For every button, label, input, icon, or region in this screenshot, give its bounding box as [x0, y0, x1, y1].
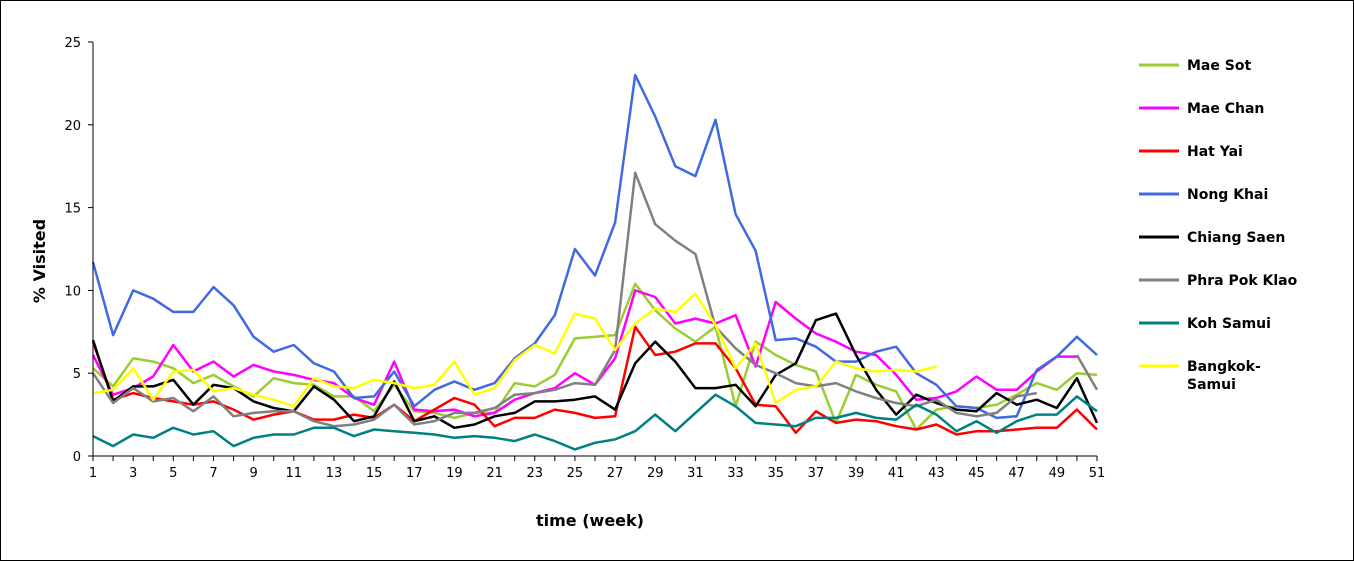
y-tick-label: 10	[64, 284, 81, 299]
x-tick-label: 21	[486, 466, 503, 481]
series-line-6	[91, 171, 1099, 428]
x-tick-label: 25	[567, 466, 584, 481]
x-tick-label: 39	[848, 466, 865, 481]
x-tick-label: 23	[526, 466, 543, 481]
x-tick-label: 35	[767, 466, 784, 481]
y-tick-label: 0	[73, 450, 81, 465]
x-tick-label: 17	[406, 466, 423, 481]
x-tick-label: 27	[607, 466, 624, 481]
series-line-8	[92, 292, 937, 408]
legend-label-6: Phra Pok Klao	[1187, 273, 1298, 289]
x-tick-label: 5	[169, 466, 177, 481]
x-axis-label: time (week)	[536, 511, 644, 530]
x-tick-label: 29	[647, 466, 664, 481]
x-tick-label: 9	[249, 466, 257, 481]
x-tick-label: 43	[928, 466, 945, 481]
plot-area	[91, 73, 1099, 451]
legend-label-8: Bangkok-Samui	[1187, 359, 1261, 393]
y-tick-label: 20	[64, 119, 81, 134]
legend-label-7: Koh Samui	[1187, 316, 1271, 332]
x-tick-label: 37	[808, 466, 825, 481]
series-line-2	[91, 289, 1077, 418]
x-tick-label: 45	[968, 466, 985, 481]
y-tick-label: 5	[73, 367, 81, 382]
x-tick-label: 47	[1008, 466, 1025, 481]
legend: Mae Sot Mae Chan Hat Yai Nong Khai Chiang Sa…	[1139, 58, 1298, 393]
series-line-4	[91, 73, 1098, 420]
y-axis-label: % Visited	[30, 219, 49, 303]
legend-label-2: Mae Chan	[1187, 101, 1264, 117]
x-tick-label: 11	[286, 466, 303, 481]
x-tick-label: 41	[888, 466, 905, 481]
x-tick-label: 31	[687, 466, 704, 481]
series-line-5	[91, 312, 1099, 430]
legend-label-5: Chiang Saen	[1187, 230, 1285, 246]
x-tick-label: 33	[727, 466, 744, 481]
series-line-1	[92, 282, 1098, 431]
y-tick-label: 15	[64, 202, 81, 217]
legend-label-4: Nong Khai	[1187, 187, 1268, 203]
x-tick-label: 7	[209, 466, 217, 481]
y-tick-label: 25	[64, 36, 81, 51]
series-line-7	[92, 393, 1098, 451]
x-tick-label: 19	[446, 466, 463, 481]
x-tick-label: 3	[129, 466, 137, 481]
series-line-3	[91, 325, 1098, 436]
x-tick-label: 1	[89, 466, 97, 481]
legend-label-3: Hat Yai	[1187, 144, 1243, 160]
x-tick-label: 51	[1089, 466, 1106, 481]
x-tick-label: 13	[326, 466, 343, 481]
x-tick-label: 15	[366, 466, 383, 481]
x-tick-label: 49	[1049, 466, 1066, 481]
legend-label-1: Mae Sot	[1187, 58, 1251, 74]
